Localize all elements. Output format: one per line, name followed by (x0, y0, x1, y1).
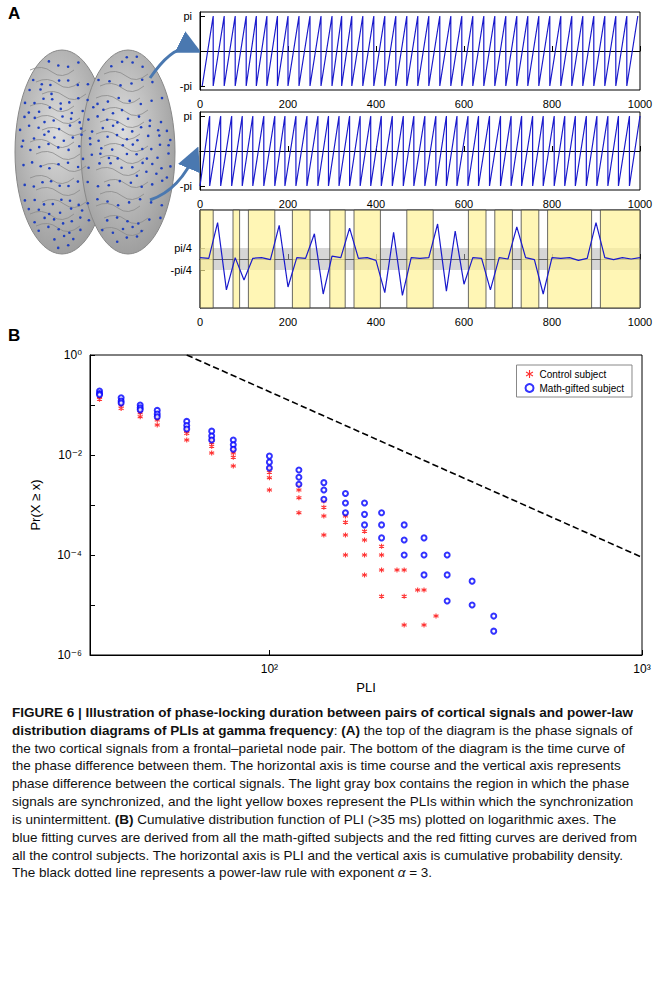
svg-text:Pr(X ≥ x): Pr(X ≥ x) (28, 479, 43, 530)
svg-text:10²: 10² (261, 662, 278, 676)
svg-text:pi: pi (183, 110, 192, 122)
svg-text:200: 200 (279, 198, 297, 210)
svg-text:PLI: PLI (356, 680, 376, 695)
svg-text:1000: 1000 (628, 316, 652, 328)
svg-text:-pi/4: -pi/4 (171, 264, 192, 276)
svg-text:200: 200 (279, 316, 297, 328)
svg-text:0: 0 (197, 98, 203, 110)
svg-text:800: 800 (543, 98, 561, 110)
svg-text:800: 800 (543, 316, 561, 328)
svg-text:-pi: -pi (180, 180, 192, 192)
svg-text:0: 0 (197, 198, 203, 210)
svg-text:10³: 10³ (633, 662, 650, 676)
svg-text:400: 400 (367, 98, 385, 110)
svg-text:400: 400 (367, 198, 385, 210)
svg-text:Control subject: Control subject (540, 369, 607, 380)
svg-text:1000: 1000 (628, 98, 652, 110)
svg-text:1000: 1000 (628, 198, 652, 210)
svg-text:600: 600 (455, 198, 473, 210)
svg-text:800: 800 (543, 198, 561, 210)
svg-text:10⁻²: 10⁻² (58, 448, 82, 462)
svg-text:10⁻⁶: 10⁻⁶ (57, 648, 82, 662)
html-text:A: A (8, 4, 21, 23)
svg-text:-pi: -pi (180, 80, 192, 92)
svg-text:10⁻⁴: 10⁻⁴ (57, 548, 82, 562)
svg-text:400: 400 (367, 316, 385, 328)
svg-text:pi/4: pi/4 (174, 242, 192, 254)
html-text:FIGURE 6 | Illustration of pha: FIGURE 6 | Illustration of phase-locking… (12, 705, 638, 881)
svg-text:0: 0 (197, 316, 203, 328)
svg-text:Math-gifted subject: Math-gifted subject (540, 383, 625, 394)
svg-text:10⁰: 10⁰ (64, 348, 82, 362)
svg-text:200: 200 (279, 98, 297, 110)
svg-text:pi: pi (183, 10, 192, 22)
svg-text:600: 600 (455, 316, 473, 328)
svg-text:600: 600 (455, 98, 473, 110)
html-text:B: B (8, 326, 21, 345)
